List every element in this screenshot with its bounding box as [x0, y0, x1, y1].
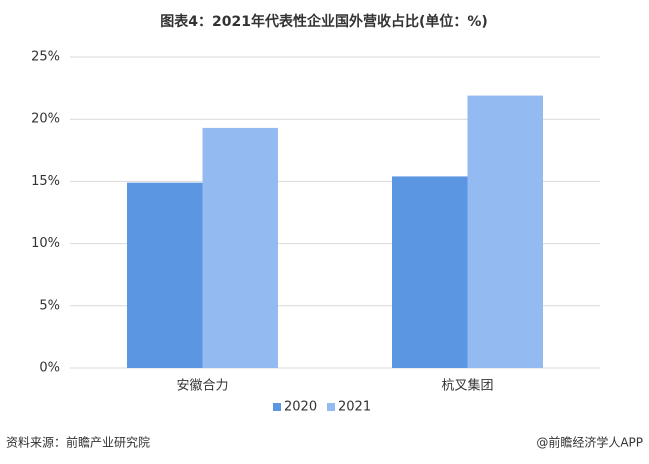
- y-tick-label: 5%: [39, 298, 60, 313]
- bar: [467, 95, 543, 369]
- y-tick-label: 0%: [39, 361, 60, 376]
- source: 资料来源：前瞻产业研究院: [6, 435, 150, 450]
- bar: [392, 176, 468, 368]
- y-tick-label: 25%: [31, 50, 60, 65]
- y-tick-label: 15%: [31, 174, 60, 189]
- bar: [202, 127, 278, 369]
- legend-label: 2020: [284, 400, 317, 415]
- legend-swatch: [327, 403, 335, 411]
- legend-swatch: [273, 403, 281, 411]
- credit: @前瞻经济学人APP: [536, 435, 643, 450]
- x-tick-label: 安徽合力: [176, 379, 228, 394]
- legend-label: 2021: [338, 400, 371, 415]
- y-tick-label: 10%: [31, 236, 60, 251]
- bar: [127, 182, 203, 368]
- chart-title: 图表4：2021年代表性企业国外营收占比(单位：%): [160, 13, 488, 30]
- x-tick-label: 杭叉集团: [441, 378, 493, 394]
- y-tick-label: 20%: [31, 112, 60, 127]
